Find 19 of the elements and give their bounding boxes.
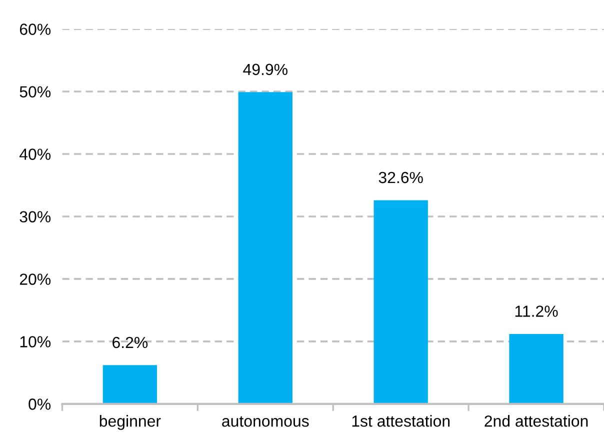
bar	[374, 200, 428, 404]
y-tick-label: 60%	[20, 24, 51, 35]
x-tick-label: beginner	[100, 415, 161, 430]
data-label: 11.2%	[515, 306, 558, 317]
bar	[509, 334, 564, 404]
y-tick-label: 10%	[20, 336, 51, 348]
x-tick-label: 2nd attestation	[484, 415, 588, 427]
bar	[238, 92, 292, 404]
y-tick-label: 0%	[28, 398, 51, 410]
y-tick-label: 30%	[20, 211, 51, 222]
y-tick-label: 20%	[20, 274, 51, 285]
data-label: 6.2%	[112, 336, 148, 348]
y-tick-label: 50%	[20, 86, 51, 98]
y-tick-label: 40%	[20, 148, 51, 160]
data-label: 32.6%	[378, 172, 423, 184]
data-label: 49.9%	[243, 64, 288, 76]
x-tick-label: autonomous	[222, 416, 309, 427]
bar	[102, 365, 158, 404]
x-tick-label: 1st attestation	[352, 415, 450, 427]
